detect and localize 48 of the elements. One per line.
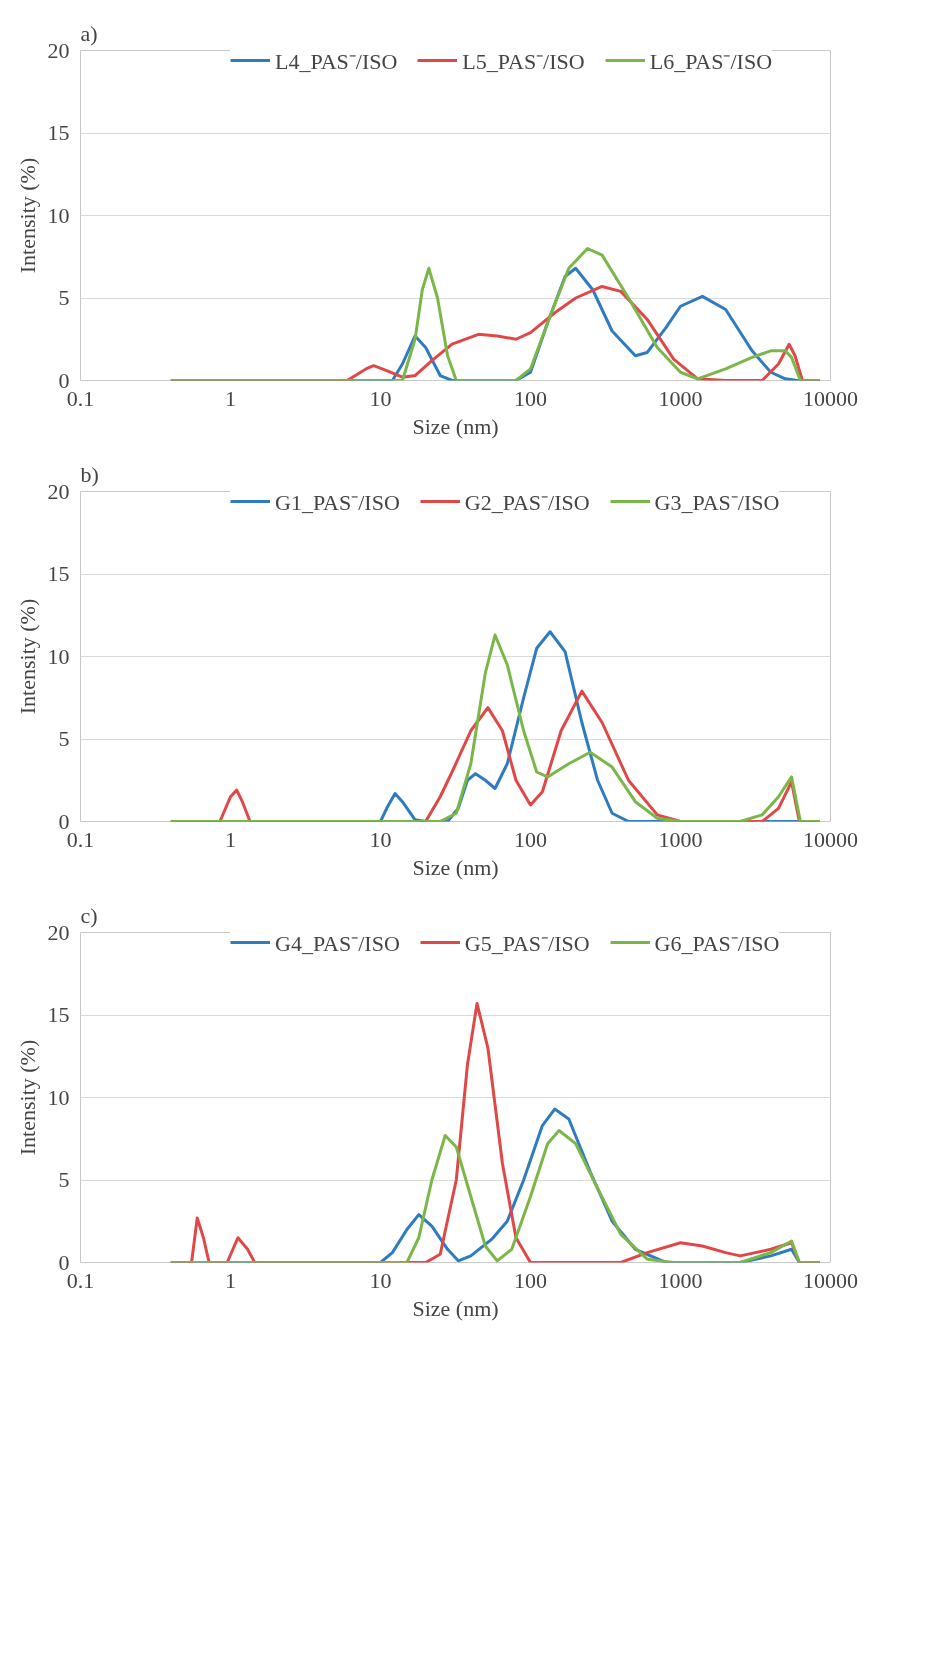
y-axis-title: Intensity (%) bbox=[14, 1039, 40, 1156]
y-axis-title: Intensity (%) bbox=[14, 157, 40, 274]
legend-label: L6_PAS⁻/ISO bbox=[649, 49, 773, 75]
x-tick-label: 10000 bbox=[803, 1267, 858, 1293]
x-tick-label: 1000 bbox=[658, 826, 703, 852]
x-tick-label: 1 bbox=[225, 385, 236, 411]
x-tick-label: 1000 bbox=[658, 1267, 703, 1293]
y-tick-label: 15 bbox=[47, 1002, 70, 1027]
y-tick-label: 0 bbox=[58, 1249, 70, 1275]
x-tick-label: 10000 bbox=[803, 826, 858, 852]
y-tick-label: 20 bbox=[47, 37, 70, 63]
x-tick-label: 100 bbox=[514, 385, 547, 411]
x-tick-label: 10 bbox=[369, 1267, 392, 1293]
chart-title: b) bbox=[80, 461, 99, 487]
x-tick-label: 1 bbox=[225, 1267, 236, 1293]
x-axis-title: Size (nm) bbox=[412, 1295, 499, 1321]
legend-label: L5_PAS⁻/ISO bbox=[462, 49, 585, 75]
legend-label: G6_PAS⁻/ISO bbox=[654, 931, 780, 957]
y-tick-label: 0 bbox=[58, 367, 70, 393]
chart-title: a) bbox=[80, 20, 98, 46]
legend-label: G1_PAS⁻/ISO bbox=[275, 490, 400, 516]
x-tick-label: 10 bbox=[369, 385, 392, 411]
legend-label: G2_PAS⁻/ISO bbox=[464, 490, 590, 516]
y-tick-label: 10 bbox=[47, 202, 70, 228]
chart-title: c) bbox=[80, 902, 98, 928]
y-tick-label: 10 bbox=[47, 643, 70, 669]
legend-label: G4_PAS⁻/ISO bbox=[275, 931, 400, 957]
x-tick-label: 100 bbox=[514, 1267, 547, 1293]
x-tick-label: 10 bbox=[369, 826, 392, 852]
x-tick-label: 1 bbox=[225, 826, 236, 852]
legend-label: G3_PAS⁻/ISO bbox=[654, 490, 780, 516]
x-tick-label: 100 bbox=[514, 826, 547, 852]
x-axis-title: Size (nm) bbox=[412, 854, 499, 880]
x-tick-label: 10000 bbox=[803, 385, 858, 411]
y-tick-label: 15 bbox=[47, 120, 70, 145]
x-axis-title: Size (nm) bbox=[412, 413, 499, 439]
y-tick-label: 5 bbox=[58, 285, 70, 310]
y-tick-label: 15 bbox=[47, 561, 70, 586]
y-tick-label: 20 bbox=[47, 478, 70, 504]
y-axis-title: Intensity (%) bbox=[14, 598, 40, 715]
y-tick-label: 10 bbox=[47, 1084, 70, 1110]
legend-label: G5_PAS⁻/ISO bbox=[464, 931, 590, 957]
y-tick-label: 20 bbox=[47, 919, 70, 945]
y-tick-label: 5 bbox=[58, 1167, 70, 1192]
y-tick-label: 0 bbox=[58, 808, 70, 834]
legend-label: L4_PAS⁻/ISO bbox=[275, 49, 398, 75]
x-tick-label: 1000 bbox=[658, 385, 703, 411]
y-tick-label: 5 bbox=[58, 726, 70, 751]
